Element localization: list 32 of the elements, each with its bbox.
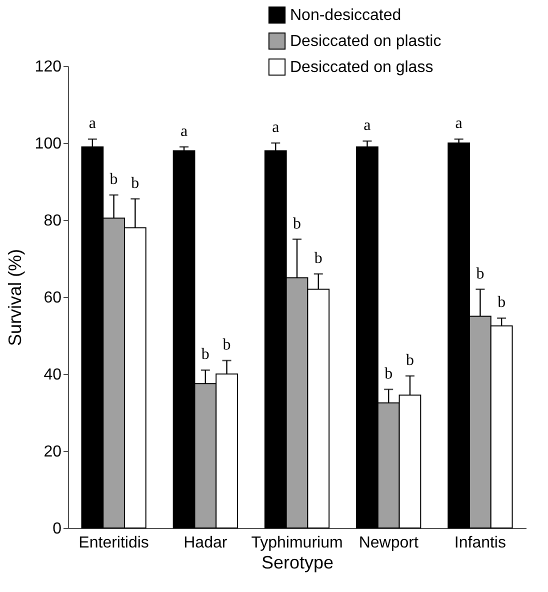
- legend-label: Non-desiccated: [290, 7, 402, 24]
- data-label: b: [110, 170, 118, 188]
- y-tick-label: 60: [44, 290, 62, 306]
- y-tick-label: 0: [52, 520, 62, 538]
- data-label: b: [476, 265, 484, 282]
- data-label: b: [384, 365, 393, 382]
- x-tick-label: Newport: [358, 534, 419, 552]
- y-tick-label: 20: [44, 444, 62, 460]
- data-label: b: [314, 250, 322, 267]
- data-label: a: [272, 119, 280, 136]
- y-tick-label: 120: [34, 58, 62, 76]
- x-tick-label: Enteritidis: [78, 534, 149, 552]
- data-label: b: [131, 174, 140, 192]
- x-tick-label: Infantis: [454, 534, 506, 552]
- data-label: a: [455, 115, 462, 132]
- data-label: b: [201, 346, 210, 364]
- data-label: b: [498, 294, 506, 312]
- x-axis-title: Serotype: [261, 552, 334, 572]
- data-label: a: [180, 122, 188, 140]
- x-tick-label: Hadar: [184, 534, 228, 552]
- data-label: a: [88, 115, 96, 132]
- data-label: b: [222, 336, 231, 354]
- data-label: b: [406, 352, 414, 369]
- data-label: b: [293, 215, 301, 232]
- y-tick-label: 40: [44, 366, 62, 384]
- legend-label: Desiccated on plastic: [290, 33, 442, 50]
- legend-label: Desiccated on glass: [290, 59, 434, 76]
- data-label: a: [364, 117, 371, 134]
- y-axis-title: Survival (%): [4, 248, 25, 346]
- y-tick-label: 80: [44, 212, 62, 230]
- x-tick-label: Typhimurium: [251, 534, 343, 552]
- y-tick-label: 100: [34, 136, 62, 152]
